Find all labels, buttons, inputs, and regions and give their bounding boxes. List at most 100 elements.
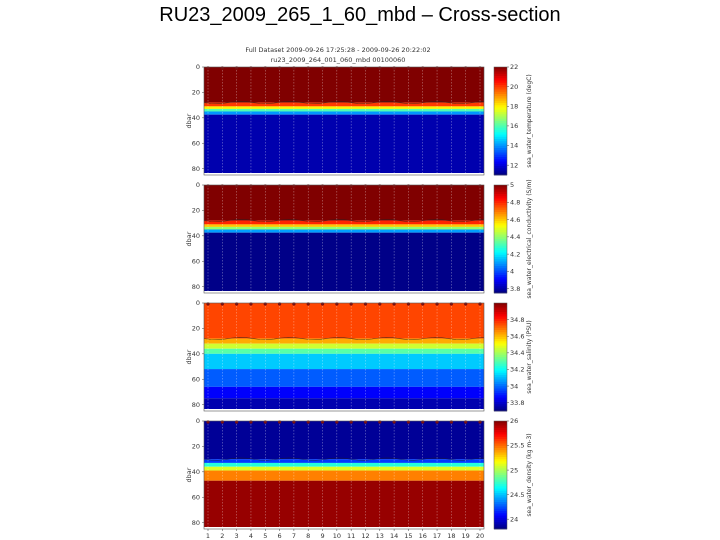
density-colorbar-cell xyxy=(494,459,507,462)
density-colorbar-tick-label: 25.5 xyxy=(510,442,524,450)
conductivity-colorbar-cell xyxy=(494,205,507,208)
conductivity-colorbar-cell xyxy=(494,248,507,251)
density-colorbar-cell xyxy=(494,497,507,501)
salinity-colorbar-cell xyxy=(494,350,507,353)
conductivity-colorbar-cell xyxy=(494,272,507,276)
temperature-colorbar-label: sea_water_temperature (degC) xyxy=(526,74,533,167)
salinity-layer xyxy=(204,303,484,339)
salinity-colorbar-tick-label: 34.6 xyxy=(510,332,524,340)
salinity-colorbar-cell xyxy=(494,307,507,311)
density-colorbar-cell xyxy=(494,506,507,510)
conductivity-colorbar-cell xyxy=(494,189,507,193)
conductivity-colorbar-cell xyxy=(494,203,507,206)
salinity-layer xyxy=(204,353,484,370)
salinity-colorbar-cell xyxy=(494,334,507,338)
temperature-colorbar-cell xyxy=(494,172,507,176)
salinity-colorbar-cell xyxy=(494,330,507,333)
temperature-colorbar-cell xyxy=(494,103,507,106)
density-layer xyxy=(204,459,484,463)
salinity-colorbar-cell xyxy=(494,381,507,385)
temperature-bottom-gap xyxy=(204,173,484,175)
density-xtick-label: 5 xyxy=(263,532,267,540)
salinity-colorbar-cell xyxy=(494,368,507,371)
density-xtick-label: 20 xyxy=(476,532,484,540)
density-colorbar-cell xyxy=(494,499,507,503)
temperature-colorbar-cell xyxy=(494,159,507,162)
temperature-colorbar-cell xyxy=(494,105,507,108)
salinity-colorbar-cell xyxy=(494,402,507,405)
conductivity-colorbar-cell xyxy=(494,212,507,215)
density-panel: 020406080dbar2625.52524.524sea_water_den… xyxy=(185,417,533,540)
temperature-colorbar-cell xyxy=(494,107,507,111)
density-xtick-label: 16 xyxy=(419,532,427,540)
salinity-colorbar-cell xyxy=(494,343,507,347)
density-colorbar-cell xyxy=(494,432,507,435)
temperature-colorbar-cell xyxy=(494,157,507,160)
salinity-colorbar-cell xyxy=(494,375,507,378)
salinity-ytick-label: 20 xyxy=(192,325,200,333)
salinity-colorbar-cell xyxy=(494,359,507,362)
salinity-ytick-label: 60 xyxy=(192,375,200,383)
density-colorbar-cell xyxy=(494,490,507,494)
density-colorbar-tick-label: 26 xyxy=(510,417,518,425)
density-colorbar-cell xyxy=(494,443,507,447)
salinity-colorbar-cell xyxy=(494,336,507,340)
density-colorbar-cell xyxy=(494,477,507,480)
salinity-colorbar-cell xyxy=(494,323,507,326)
salinity-colorbar-cell xyxy=(494,395,507,398)
salinity-colorbar-cell xyxy=(494,399,507,403)
temperature-colorbar-cell xyxy=(494,148,507,151)
conductivity-ylabel: dbar xyxy=(185,231,193,246)
density-colorbar-cell xyxy=(494,463,507,467)
conductivity-colorbar-cell xyxy=(494,268,507,271)
density-xtick-label: 10 xyxy=(333,532,341,540)
salinity-layer xyxy=(204,343,484,349)
density-colorbar-cell xyxy=(494,493,507,496)
temperature-colorbar-cell xyxy=(494,91,507,95)
temperature-ylabel: dbar xyxy=(185,113,193,128)
conductivity-colorbar-label: sea_water_electrical_conductivity (S/m) xyxy=(526,179,533,298)
salinity-layer xyxy=(204,386,484,399)
temperature-colorbar-cell xyxy=(494,121,507,124)
conductivity-colorbar-cell xyxy=(494,191,507,195)
salinity-colorbar-cell xyxy=(494,327,507,331)
temperature-colorbar-cell xyxy=(494,161,507,165)
conductivity-colorbar-tick-label: 4.2 xyxy=(510,250,520,258)
salinity-layer xyxy=(204,369,484,387)
density-colorbar-cell xyxy=(494,484,507,487)
salinity-colorbar-cell xyxy=(494,406,507,410)
salinity-colorbar-cell xyxy=(494,393,507,396)
density-ytick-label: 80 xyxy=(192,519,200,527)
slide-title: RU23_2009_265_1_60_mbd – Cross-section xyxy=(159,4,561,26)
conductivity-colorbar-cell xyxy=(494,277,507,280)
density-colorbar-cell xyxy=(494,495,507,498)
temperature-colorbar-cell xyxy=(494,98,507,102)
density-layer xyxy=(204,462,484,467)
salinity-colorbar-tick-label: 34 xyxy=(510,382,518,390)
conductivity-colorbar-cell xyxy=(494,263,507,267)
density-colorbar-cell xyxy=(494,452,507,456)
conductivity-bottom-gap xyxy=(204,291,484,293)
density-colorbar-cell xyxy=(494,504,507,507)
salinity-colorbar-cell xyxy=(494,354,507,358)
density-ytick-label: 0 xyxy=(196,417,200,425)
density-colorbar-cell xyxy=(494,511,507,514)
conductivity-colorbar-cell xyxy=(494,209,507,213)
salinity-colorbar-cell xyxy=(494,384,507,387)
temperature-colorbar-cell xyxy=(494,127,507,131)
conductivity-colorbar-tick-label: 4.8 xyxy=(510,198,520,206)
salinity-colorbar-cell xyxy=(494,372,507,376)
density-colorbar-cell xyxy=(494,524,507,528)
density-colorbar-cell xyxy=(494,481,507,485)
temperature-layer xyxy=(204,111,484,115)
density-layer xyxy=(204,480,484,529)
conductivity-colorbar-cell xyxy=(494,234,507,238)
conductivity-colorbar-cell xyxy=(494,207,507,211)
conductivity-colorbar-cell xyxy=(494,214,507,217)
salinity-colorbar-cell xyxy=(494,318,507,322)
temperature-colorbar-cell xyxy=(494,150,507,153)
density-layer xyxy=(204,421,484,460)
conductivity-ytick-label: 80 xyxy=(192,283,200,291)
conductivity-frame xyxy=(203,184,485,294)
temperature-colorbar-cell xyxy=(494,80,507,84)
